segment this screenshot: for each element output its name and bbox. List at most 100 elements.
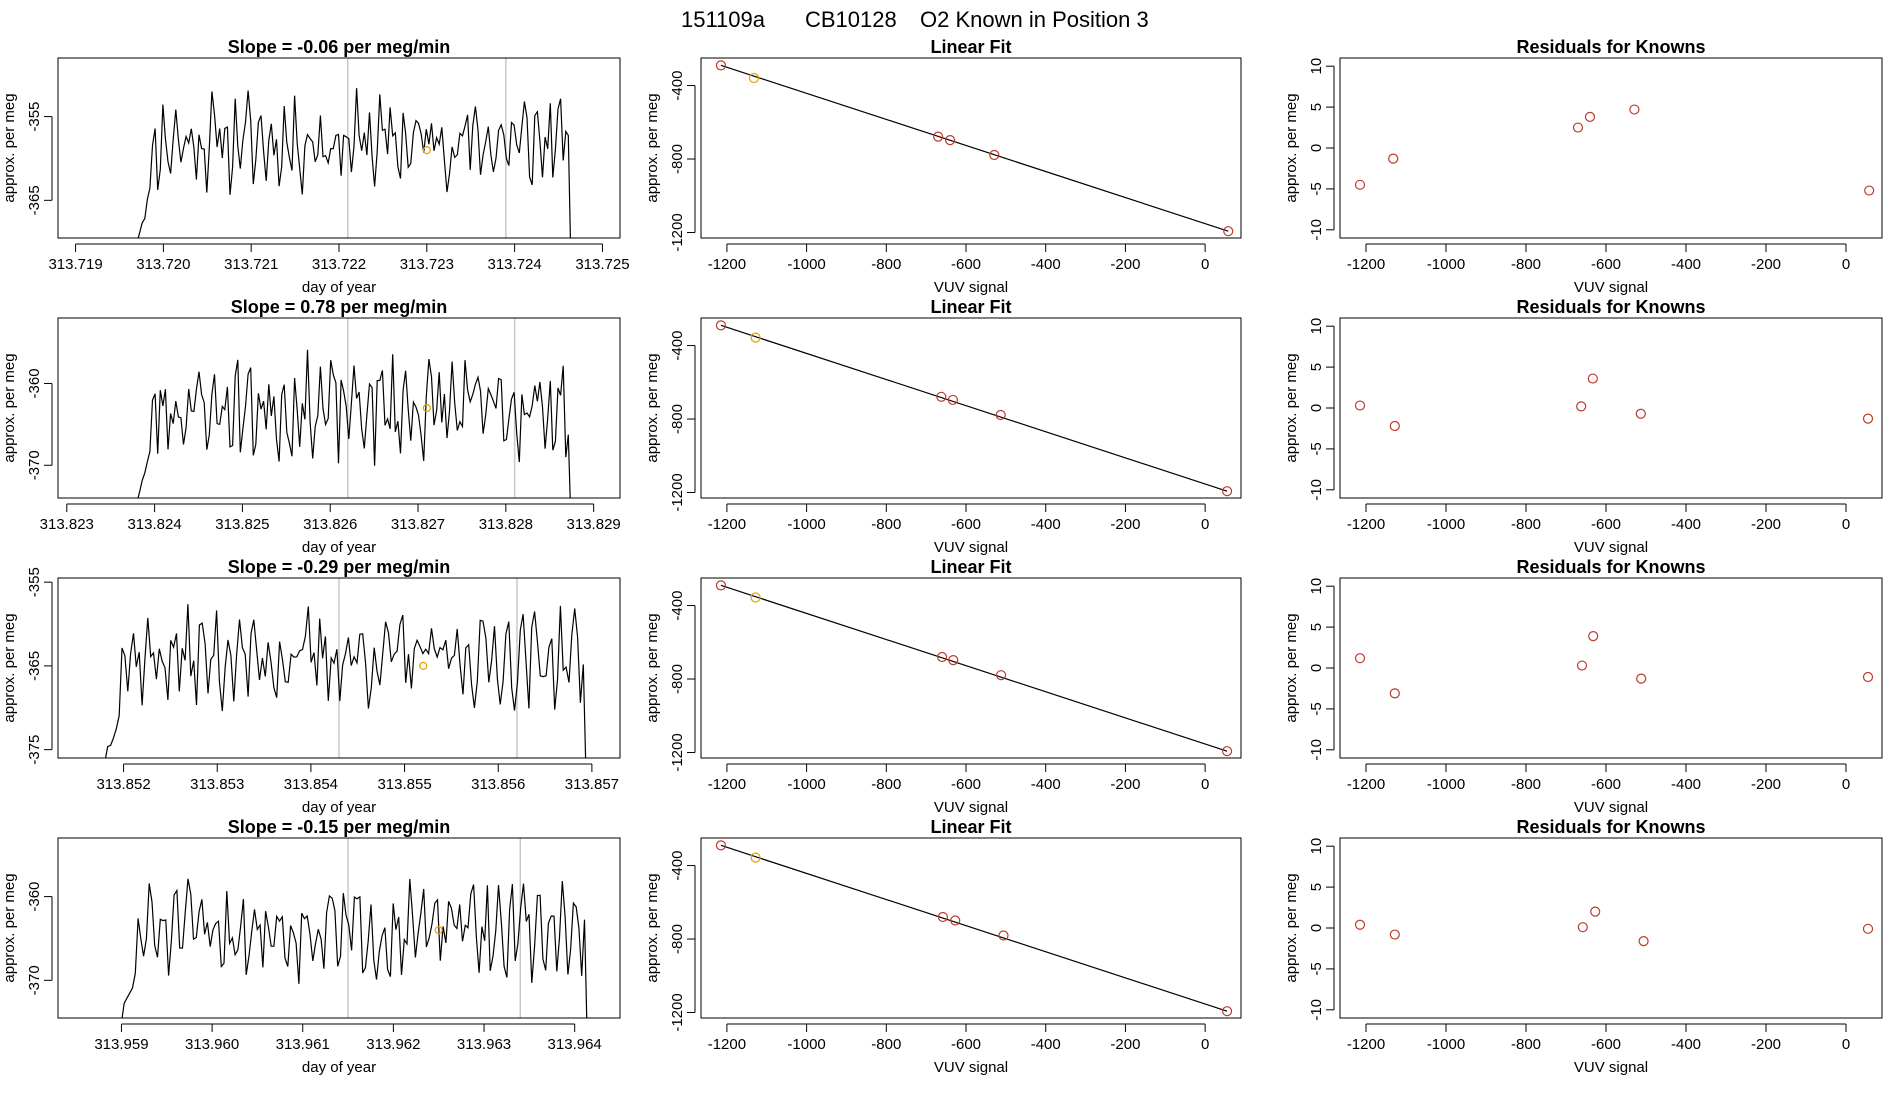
page-title-run-id: 151109a [681,7,766,32]
plot-area [1354,373,1874,432]
x-tick-label: 0 [1201,776,1209,793]
y-tick-label: -365 [26,185,43,215]
x-tick-label: 313.829 [567,516,621,533]
residual-point [1576,401,1587,412]
x-tick-label: 313.827 [391,516,445,533]
highlight-point [419,661,428,671]
x-tick-label: -200 [1751,1036,1781,1053]
residual-point [1864,185,1875,196]
fit-point [948,655,959,666]
x-tick-label: -600 [951,256,981,273]
y-tick-label: -1200 [669,733,686,771]
fit-point [1223,226,1234,237]
plot-area [715,320,1233,497]
panel-title: Slope = -0.29 per meg/min [228,557,451,577]
x-axis-label: VUV signal [1574,279,1648,296]
y-tick-label: -375 [26,735,43,765]
trace-line [104,604,587,758]
y-axis-label: approx. per meg [1,353,18,462]
panel-title: Residuals for Knowns [1516,297,1705,317]
y-tick-label: -365 [26,651,43,681]
fit-point [715,320,727,331]
fit-point [989,149,1000,161]
trace-line [121,878,588,1018]
x-tick-label: -800 [871,256,901,273]
x-tick-label: 0 [1201,256,1209,273]
panel-title: Linear Fit [930,817,1011,837]
fit-point [944,135,956,146]
panel-residual-row-4: Residuals for Knowns VUV signal approx. pe… [1283,817,1883,1076]
x-tick-label: -800 [871,776,901,793]
x-tick-label: -400 [1031,516,1061,533]
plot-area [104,578,587,758]
y-tick-label: -10 [1308,739,1325,761]
x-tick-label: 0 [1201,1036,1209,1053]
residual-point [1636,673,1647,684]
y-tick-label: -355 [26,567,43,597]
x-tick-label: -200 [1110,776,1140,793]
y-tick-label: 10 [1308,318,1325,335]
residual-point [1629,104,1640,115]
x-tick-label: -600 [1591,516,1621,533]
x-tick-label: -600 [951,516,981,533]
x-tick-label: 313.720 [136,256,190,273]
fit-point [995,409,1006,421]
panel-frame [1339,317,1883,499]
panel-title: Slope = -0.15 per meg/min [228,817,451,837]
x-tick-label: -200 [1110,516,1140,533]
y-axis-label: approx. per meg [1,873,18,982]
y-tick-label: -1200 [669,473,686,511]
fit-point [937,911,949,923]
x-axis-label: VUV signal [1574,539,1648,556]
panel-frame [57,577,621,759]
x-tick-label: -800 [1511,1036,1541,1053]
y-tick-label: 0 [1308,144,1325,152]
y-tick-label: -10 [1308,479,1325,501]
page-title-description: O2 Known in Position 3 [920,7,1149,32]
y-tick-label: -370 [26,965,43,995]
residual-point [1862,923,1874,934]
x-tick-label: -200 [1751,516,1781,533]
panel-fit-row-4: Linear Fit VUV signal approx. per meg -1200… [644,817,1242,1076]
y-axis-label: approx. per meg [644,353,661,462]
x-tick-label: 313.723 [400,256,454,273]
y-tick-label: -5 [1308,442,1325,455]
y-tick-label: -800 [669,404,686,434]
y-tick-label: -360 [26,368,43,398]
y-tick-label: -800 [669,144,686,174]
x-tick-label: -400 [1671,776,1701,793]
residual-point [1584,111,1596,123]
residual-point [1389,688,1400,699]
fit-point [1221,486,1233,497]
x-tick-label: 0 [1201,516,1209,533]
x-tick-label: -800 [871,516,901,533]
x-tick-label: 313.725 [575,256,629,273]
x-tick-label: -400 [1031,776,1061,793]
panel-title: Slope = -0.06 per meg/min [228,37,451,57]
y-axis-label: approx. per meg [644,873,661,982]
x-axis-label: VUV signal [934,799,1008,816]
fit-point [750,332,761,343]
panel-trace-row-3: Slope = -0.29 per meg/min day of year appr… [1,557,621,816]
y-tick-label: 5 [1308,363,1325,371]
y-axis-label: approx. per meg [1283,873,1300,982]
x-tick-label: -400 [1671,1036,1701,1053]
fit-point [947,394,958,406]
y-tick-label: 0 [1308,404,1325,412]
x-tick-label: -400 [1031,1036,1061,1053]
x-tick-label: -1000 [1427,256,1465,273]
y-tick-label: -400 [669,71,686,101]
x-axis-label: VUV signal [934,539,1008,556]
x-tick-label: 313.856 [471,776,525,793]
x-axis-label: day of year [302,1059,376,1076]
residual-point [1572,122,1584,133]
y-tick-label: -800 [669,664,686,694]
y-axis-label: approx. per meg [1,613,18,722]
residual-point [1587,373,1598,384]
panel-residual-row-2: Residuals for Knowns VUV signal approx. pe… [1283,297,1883,556]
y-axis-label: approx. per meg [644,93,661,202]
x-tick-label: -400 [1671,516,1701,533]
fit-point [715,840,727,851]
fit-line [720,324,1228,492]
